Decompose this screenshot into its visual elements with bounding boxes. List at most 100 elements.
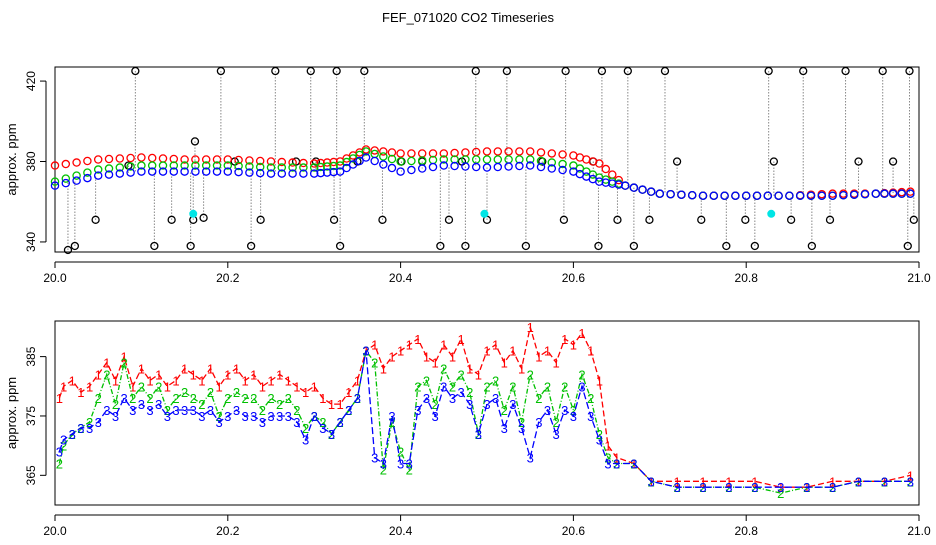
series-1-label: 1 <box>207 361 214 376</box>
series-2-label: 2 <box>190 391 197 406</box>
series-3-label: 3 <box>155 397 162 412</box>
series-3-label: 3 <box>311 409 318 424</box>
series-2-label: 2 <box>414 379 421 394</box>
series-1-label: 1 <box>483 344 490 359</box>
series-3-point <box>245 168 254 177</box>
series-3-point <box>266 169 276 178</box>
series-3-label: 3 <box>492 391 499 406</box>
flag-point <box>335 241 345 251</box>
series-2-label: 2 <box>371 356 378 371</box>
flagged-points <box>63 66 918 255</box>
series-1-point <box>212 155 222 164</box>
series-1-point <box>370 146 379 155</box>
series-1-point <box>72 158 81 167</box>
series-3-point <box>61 178 71 188</box>
flag-point <box>271 66 280 76</box>
series-1-label: 1 <box>86 379 93 394</box>
series-1-label: 1 <box>129 379 136 394</box>
series-3-point <box>223 167 233 176</box>
series-3-label: 3 <box>483 397 490 412</box>
top-panel: 20.0 20.2 20.4 20.6 20.8 21.0 340 380 420 approx.… <box>4 66 931 285</box>
x-tick-label: 20.4 <box>389 271 413 285</box>
series-2-label: 2 <box>241 391 248 406</box>
series-3-label: 3 <box>673 480 680 495</box>
series-3-point <box>880 189 889 198</box>
flag-point <box>672 157 682 166</box>
series-3-point <box>839 190 848 200</box>
series-3-label: 3 <box>95 415 102 430</box>
series-2-label: 2 <box>259 403 266 418</box>
series-1-point <box>558 150 567 159</box>
series-2-point <box>180 161 189 170</box>
series-2-point <box>482 155 492 164</box>
series-3-point <box>666 189 675 199</box>
x-tick-label: 20.8 <box>735 524 759 538</box>
series-3-point <box>428 162 438 172</box>
series-2-point <box>536 156 546 166</box>
series-2-label: 2 <box>587 391 594 406</box>
series-1-label: 1 <box>527 320 534 335</box>
series-1-point <box>61 159 71 169</box>
series-2-label: 2 <box>432 397 439 412</box>
series-1-point <box>536 148 546 157</box>
flag-point <box>246 241 256 251</box>
flag-point <box>764 66 773 76</box>
y-axis: 365 375 385 <box>24 346 47 485</box>
series-2-point <box>191 161 200 170</box>
y-tick-label: 365 <box>24 465 38 485</box>
series-3-point <box>126 168 135 177</box>
series-1-label: 1 <box>725 474 732 489</box>
series-2-point <box>515 155 524 164</box>
series-2-point <box>558 159 567 169</box>
series-2-point <box>407 156 416 166</box>
flag-point <box>436 241 445 251</box>
series-3-label: 3 <box>449 391 456 406</box>
series-1-point <box>288 158 297 167</box>
series-1-label: 1 <box>466 361 473 376</box>
series-3-point <box>860 189 870 199</box>
series-2-label: 2 <box>56 456 63 471</box>
flag-point <box>722 241 731 251</box>
series-3-label: 3 <box>267 409 274 424</box>
series-3-point <box>379 160 388 169</box>
series-3-label: 3 <box>578 379 585 394</box>
series-3-point <box>795 191 805 200</box>
series-1-label: 1 <box>509 344 516 359</box>
series-3-point <box>50 181 60 190</box>
series-2-point <box>212 161 222 170</box>
series-1-label: 1 <box>319 391 326 406</box>
series-2-label: 2 <box>527 367 534 382</box>
series-3-point <box>620 181 630 190</box>
series-2-point <box>245 162 254 171</box>
series-3-label: 3 <box>725 480 732 495</box>
series-2-label: 2 <box>285 391 292 406</box>
flag-point <box>256 215 265 224</box>
series-2-point <box>83 168 92 177</box>
y-axis: 340 380 420 <box>24 71 47 252</box>
series-1-label: 1 <box>121 350 128 365</box>
series-3-point <box>299 169 308 178</box>
series-3-label: 3 <box>69 427 76 442</box>
series-1-point <box>201 155 211 164</box>
series-3-label: 3 <box>406 456 413 471</box>
series-3-label: 3 <box>777 480 784 495</box>
series-3-point <box>212 167 222 176</box>
series-1-label: 1 <box>345 385 352 400</box>
x-tick-label: 20.0 <box>43 524 67 538</box>
series-1-label: 1 <box>553 356 560 371</box>
series-1-label: 1 <box>181 361 188 376</box>
series-3 <box>50 153 915 200</box>
series-2-label: 2 <box>457 367 464 382</box>
plot-frame <box>54 320 920 506</box>
series-2-point <box>322 162 332 171</box>
series-3-label: 3 <box>259 415 266 430</box>
series-1-label: 1 <box>216 379 223 394</box>
series-3-point <box>342 163 351 173</box>
y-axis-label: approx. ppm <box>4 377 19 449</box>
series-3-label: 3 <box>457 385 464 400</box>
series-1-point <box>608 170 617 179</box>
series-1-point <box>461 148 470 157</box>
series-3-point <box>731 191 740 200</box>
series-3-point <box>234 167 243 177</box>
series-1-point <box>482 147 492 156</box>
